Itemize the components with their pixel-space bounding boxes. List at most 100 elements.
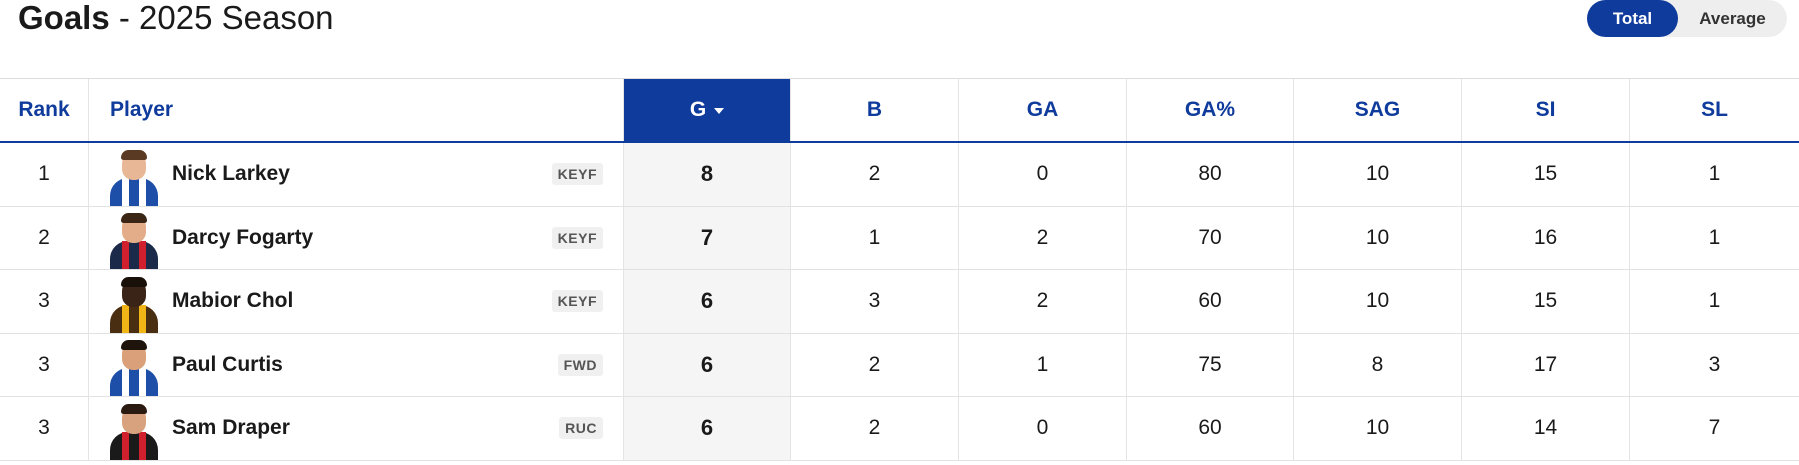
ga-value: 0 bbox=[1036, 416, 1049, 440]
player-cell: Nick Larkey KEYF bbox=[89, 143, 624, 206]
ga-value: 2 bbox=[1036, 225, 1049, 249]
player-info: Mabior Chol KEYF bbox=[110, 270, 623, 333]
player-headshot bbox=[110, 149, 158, 206]
player-headshot bbox=[110, 213, 158, 270]
behinds-value: 3 bbox=[868, 289, 881, 313]
behinds-value: 2 bbox=[868, 416, 881, 440]
column-header-ga-percent[interactable]: GA% bbox=[1127, 79, 1294, 141]
player-name-link[interactable]: Sam Draper bbox=[172, 416, 290, 440]
player-headshot bbox=[110, 276, 158, 333]
ga-cell: 2 bbox=[959, 270, 1127, 333]
jersey-shape bbox=[110, 241, 158, 270]
si-value: 15 bbox=[1533, 162, 1558, 186]
behinds-cell: 1 bbox=[791, 206, 959, 269]
stats-table: Rank Player G B GA GA% SAG SI SL 1 Nick L… bbox=[0, 78, 1799, 461]
toggle-average-button[interactable]: Average bbox=[1699, 9, 1766, 28]
rank-value: 3 bbox=[38, 352, 50, 376]
sl-value: 1 bbox=[1708, 162, 1721, 186]
ga-percent-cell: 60 bbox=[1127, 397, 1294, 460]
goals-value: 6 bbox=[700, 415, 714, 441]
page-header: Goals - 2025 Season Total Average bbox=[0, 0, 1799, 78]
sag-value: 10 bbox=[1365, 162, 1390, 186]
position-badge: FWD bbox=[557, 353, 603, 376]
jersey-stripe bbox=[122, 304, 129, 333]
sag-value: 10 bbox=[1365, 225, 1390, 249]
goals-value: 6 bbox=[700, 288, 714, 314]
column-header-rank[interactable]: Rank bbox=[0, 79, 89, 141]
jersey-stripe bbox=[139, 177, 146, 206]
player-cell: Darcy Fogarty KEYF bbox=[89, 206, 624, 270]
sl-value: 1 bbox=[1708, 289, 1721, 313]
sag-cell: 10 bbox=[1294, 206, 1462, 269]
column-header-label: SI bbox=[1535, 98, 1556, 121]
si-value: 14 bbox=[1533, 416, 1558, 440]
hair-shape bbox=[121, 149, 147, 160]
si-cell: 15 bbox=[1462, 143, 1630, 206]
column-header-label: SAG bbox=[1354, 98, 1401, 121]
behinds-cell: 2 bbox=[791, 333, 959, 396]
sag-value: 10 bbox=[1365, 289, 1390, 313]
sl-cell: 7 bbox=[1630, 397, 1799, 460]
goals-value: 6 bbox=[700, 351, 714, 377]
si-cell: 14 bbox=[1462, 397, 1630, 460]
rank-value: 3 bbox=[38, 416, 50, 440]
sl-cell: 1 bbox=[1630, 270, 1799, 333]
table-row[interactable]: 2 Darcy Fogarty KEYF 7 1 2 70 10 16 1 bbox=[0, 206, 1799, 270]
jersey-stripe bbox=[139, 431, 146, 460]
player-info: Paul Curtis FWD bbox=[110, 334, 623, 397]
sort-descending-icon bbox=[714, 108, 725, 114]
ga-percent-value: 75 bbox=[1198, 352, 1222, 376]
column-header-sag[interactable]: SAG bbox=[1294, 79, 1462, 141]
si-value: 17 bbox=[1533, 352, 1558, 376]
player-name-link[interactable]: Nick Larkey bbox=[172, 162, 290, 186]
player-headshot bbox=[110, 403, 158, 460]
player-name-link[interactable]: Paul Curtis bbox=[172, 352, 283, 376]
ga-percent-cell: 70 bbox=[1127, 206, 1294, 269]
si-value: 15 bbox=[1533, 289, 1558, 313]
rank-cell: 3 bbox=[0, 270, 89, 333]
column-header-label: Rank bbox=[18, 98, 70, 121]
rank-cell: 1 bbox=[0, 143, 89, 206]
table-body: 1 Nick Larkey KEYF 8 2 0 80 10 15 1 2 Darcy Fogarty… bbox=[0, 143, 1799, 461]
ga-percent-value: 70 bbox=[1198, 225, 1222, 249]
table-row[interactable]: 1 Nick Larkey KEYF 8 2 0 80 10 15 1 bbox=[0, 143, 1799, 207]
jersey-stripe bbox=[122, 368, 129, 397]
title-stat: Goals bbox=[18, 0, 110, 36]
goals-cell: 7 bbox=[624, 206, 791, 269]
ga-percent-value: 80 bbox=[1198, 162, 1222, 186]
player-cell: Mabior Chol KEYF bbox=[89, 270, 624, 333]
table-row[interactable]: 3 Paul Curtis FWD 6 2 1 75 8 17 3 bbox=[0, 333, 1799, 397]
sl-cell: 1 bbox=[1630, 207, 1799, 270]
column-header-goals[interactable]: G bbox=[624, 79, 791, 141]
behinds-cell: 2 bbox=[791, 143, 959, 206]
goals-value: 7 bbox=[700, 224, 714, 250]
behinds-value: 2 bbox=[868, 352, 881, 376]
total-average-toggle: Total Average bbox=[1587, 0, 1787, 37]
table-row[interactable]: 3 Sam Draper RUC 6 2 0 60 10 14 7 bbox=[0, 397, 1799, 461]
sl-value: 1 bbox=[1708, 225, 1721, 249]
player-headshot bbox=[110, 340, 158, 397]
toggle-total-button[interactable]: Total bbox=[1587, 0, 1678, 37]
sag-cell: 10 bbox=[1294, 270, 1462, 333]
player-info: Darcy Fogarty KEYF bbox=[110, 207, 623, 270]
ga-value: 1 bbox=[1036, 352, 1049, 376]
rank-cell: 3 bbox=[0, 333, 89, 396]
column-header-si[interactable]: SI bbox=[1462, 79, 1630, 141]
column-header-label: Player bbox=[110, 98, 174, 121]
player-name-link[interactable]: Darcy Fogarty bbox=[172, 225, 314, 249]
sl-cell: 3 bbox=[1630, 334, 1799, 397]
column-header-behinds[interactable]: B bbox=[791, 79, 959, 141]
column-header-ga[interactable]: GA bbox=[959, 79, 1127, 141]
si-cell: 16 bbox=[1462, 206, 1630, 269]
table-row[interactable]: 3 Mabior Chol KEYF 6 3 2 60 10 15 1 bbox=[0, 270, 1799, 334]
column-header-player[interactable]: Player bbox=[89, 79, 624, 141]
jersey-stripe bbox=[122, 431, 129, 460]
hair-shape bbox=[121, 340, 147, 351]
position-badge: KEYF bbox=[551, 163, 603, 186]
column-header-sl[interactable]: SL bbox=[1630, 79, 1799, 141]
player-name-link[interactable]: Mabior Chol bbox=[172, 289, 294, 313]
jersey-stripe bbox=[122, 241, 129, 270]
goals-value: 8 bbox=[700, 161, 714, 187]
column-header-label: B bbox=[866, 98, 883, 121]
jersey-stripe bbox=[122, 177, 129, 206]
